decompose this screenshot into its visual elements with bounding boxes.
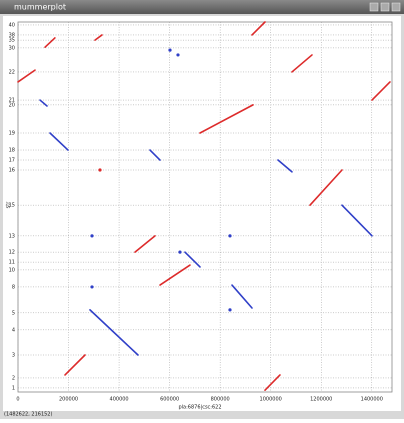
y-tick-label: 4 xyxy=(12,327,15,333)
alignment-segment xyxy=(64,354,86,376)
y-tick-label: 2 xyxy=(12,375,15,381)
x-tick-label: 1000000 xyxy=(260,397,282,403)
y-tick-label: 17 xyxy=(9,158,15,164)
y-tick-label: 30 xyxy=(9,45,15,51)
y-tick-label: 40 xyxy=(9,22,15,28)
alignment-segment xyxy=(49,132,69,151)
alignment-point xyxy=(90,234,94,238)
alignment-segment xyxy=(277,159,293,173)
y-tick-label: 11 xyxy=(9,260,15,266)
alignment-segment xyxy=(159,264,191,286)
y-tick-label: 19 xyxy=(9,131,15,137)
y-tick-label: 18 xyxy=(9,148,15,154)
x-tick-label: 600000 xyxy=(160,397,179,403)
alignment-segment xyxy=(94,34,103,41)
y-axis-label: str xyxy=(6,201,12,209)
alignment-point xyxy=(178,250,182,254)
x-axis-label: pla:6876|csc:622 xyxy=(178,405,221,411)
x-tick-label: 0 xyxy=(16,397,19,403)
alignment-segment xyxy=(199,104,254,134)
alignment-point xyxy=(168,48,172,52)
alignment-segment xyxy=(309,169,343,206)
window-title: mummerplot xyxy=(14,3,66,12)
status-text: (1482622, 216152) xyxy=(4,412,52,418)
alignment-segment xyxy=(341,204,373,237)
alignment-segment xyxy=(89,309,139,356)
alignment-segment xyxy=(44,37,56,48)
x-tick-label: 800000 xyxy=(211,397,230,403)
y-tick-label: 22 xyxy=(9,69,15,75)
y-tick-label: 13 xyxy=(9,233,15,239)
x-tick-label: 400000 xyxy=(110,397,129,403)
y-tick-label: 16 xyxy=(9,168,15,174)
alignment-point xyxy=(228,234,232,238)
alignment-segment xyxy=(371,81,391,101)
alignment-point xyxy=(90,285,94,289)
title-bar xyxy=(0,0,404,14)
y-tick-label: 5 xyxy=(12,310,15,316)
alignment-segment xyxy=(149,149,161,161)
alignment-segment xyxy=(17,69,36,83)
y-tick-label: 20 xyxy=(9,102,15,108)
alignment-segment xyxy=(291,54,313,73)
alignment-segment xyxy=(264,374,281,391)
alignment-segment xyxy=(39,99,48,107)
alignment-segment xyxy=(134,235,156,253)
x-tick-label: 1200000 xyxy=(310,397,332,403)
maximize-button[interactable] xyxy=(380,2,390,12)
alignment-segment xyxy=(231,284,253,309)
alignment-point xyxy=(98,168,102,172)
x-tick-label: 1400000 xyxy=(361,397,383,403)
y-tick-label: 1 xyxy=(12,385,15,391)
close-button[interactable] xyxy=(391,2,401,12)
y-tick-label: 8 xyxy=(12,284,15,290)
y-tick-label: 10 xyxy=(9,267,15,273)
alignment-segment xyxy=(184,251,201,268)
y-tick-label: 35 xyxy=(9,38,15,44)
y-tick-label: 21 xyxy=(9,98,15,104)
x-tick-label: 200000 xyxy=(59,397,78,403)
y-tick-label: 38 xyxy=(9,32,15,38)
minimize-button[interactable] xyxy=(369,2,379,12)
plot-canvas xyxy=(3,16,401,411)
y-tick-label: 15 xyxy=(9,203,15,209)
y-tick-label: 12 xyxy=(9,250,15,256)
alignment-segment xyxy=(251,21,266,36)
alignment-point xyxy=(176,53,180,57)
alignment-point xyxy=(228,308,232,312)
y-tick-label: 3 xyxy=(12,353,15,359)
